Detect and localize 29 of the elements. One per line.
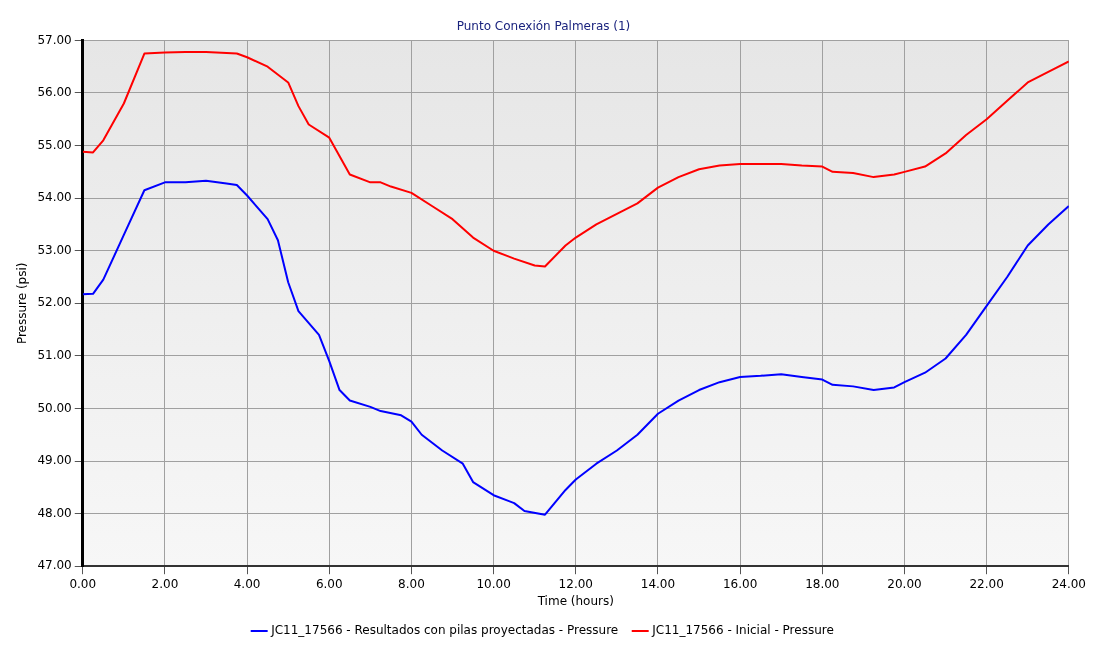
- x-tick-label: 12.00: [558, 576, 593, 591]
- x-tick-label: 10.00: [476, 576, 511, 591]
- x-tick-label: 14.00: [640, 576, 676, 591]
- x-tick-label: 22.00: [969, 576, 1004, 591]
- x-tick-label: 16.00: [722, 576, 758, 591]
- x-tick-label: 0.00: [69, 576, 97, 591]
- y-tick-label: 49.00: [37, 453, 72, 468]
- x-axis-title: Time (hours): [536, 593, 614, 608]
- x-tick-label: 4.00: [233, 576, 261, 591]
- y-tick-label: 52.00: [37, 295, 72, 310]
- legend-label: JC11_17566 - Resultados con pilas proyectadas - Pressure: [270, 623, 619, 638]
- x-tick-label: 8.00: [398, 576, 425, 591]
- y-tick-label: 50.00: [37, 400, 72, 415]
- x-tick-label: 20.00: [887, 576, 922, 591]
- x-tick-label: 18.00: [805, 576, 840, 591]
- y-tick-label: 47.00: [37, 558, 72, 573]
- y-tick-label: 57.00: [37, 32, 72, 47]
- chart-title: Punto Conexión Palmeras (1): [456, 19, 631, 34]
- y-tick-label: 51.00: [37, 348, 72, 363]
- y-tick-label: 56.00: [37, 85, 72, 100]
- y-tick-label: 55.00: [37, 137, 72, 152]
- x-tick-label: 2.00: [151, 576, 179, 591]
- y-tick-label: 48.00: [37, 505, 72, 520]
- x-tick-label: 6.00: [315, 576, 343, 591]
- y-tick-label: 54.00: [37, 190, 72, 205]
- x-tick-label: 24.00: [1051, 576, 1086, 591]
- y-tick-label: 53.00: [37, 242, 72, 257]
- y-axis-title: Pressure (psi): [15, 262, 30, 345]
- legend-label: JC11_17566 - Inicial - Pressure: [651, 623, 834, 638]
